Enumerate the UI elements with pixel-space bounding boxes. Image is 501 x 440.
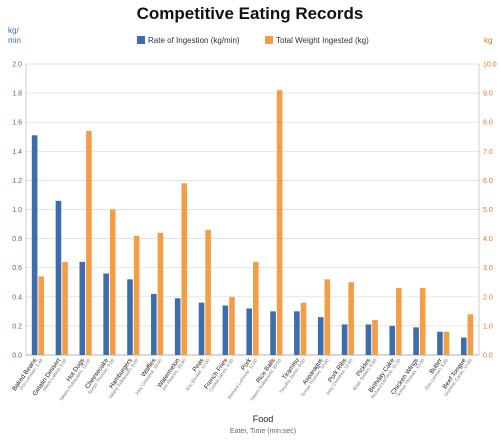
bar-weight: [157, 232, 164, 355]
bar-weight: [324, 279, 331, 355]
axis-ticks: 0.0 0.0 0.2 1.0 0.4 2.0 0.6 3.0 0.8 4.0 1.0 5.0 1.2 6…: [12, 62, 496, 360]
left-tick-label: 1.0: [12, 207, 22, 214]
bar-rate: [437, 331, 443, 355]
bar-rate: [222, 305, 229, 355]
bar-weight: [38, 276, 45, 355]
bar-weight: [372, 320, 378, 355]
bar-rate: [198, 302, 205, 355]
right-tick-label: 8.0: [483, 120, 493, 127]
bar-weight: [229, 296, 235, 355]
bars: [31, 90, 474, 355]
left-tick-label: 0.0: [12, 353, 22, 360]
bar-weight: [109, 209, 116, 355]
right-tick-label: 10.0: [483, 62, 497, 69]
x-axis-subtitle: Eater, Time (min:sec): [230, 428, 296, 435]
bar-weight: [467, 314, 474, 355]
bar-rate: [31, 135, 38, 355]
bar-weight: [253, 261, 259, 355]
bar-rate: [127, 279, 133, 355]
bar-rate: [294, 311, 300, 355]
right-tick-label: 3.0: [483, 265, 493, 272]
bar-weight: [86, 130, 92, 355]
bar-weight: [62, 261, 68, 355]
bar-weight: [396, 288, 402, 355]
bar-rate: [55, 200, 62, 355]
legend-label-rate: Rate of Ingestion (kg/min): [148, 36, 240, 45]
left-axis-unit-line2: min: [8, 36, 21, 45]
bar-rate: [389, 325, 396, 355]
x-axis-title: Food: [253, 414, 274, 424]
bar-weight: [133, 235, 140, 355]
left-tick-label: 1.4: [12, 149, 22, 156]
left-tick-label: 0.6: [12, 265, 22, 272]
bar-rate: [341, 324, 348, 355]
left-tick-label: 0.8: [12, 236, 22, 243]
bar-rate: [246, 308, 252, 355]
bar-weight: [181, 183, 188, 355]
left-tick-label: 2.0: [12, 62, 22, 69]
bar-weight: [443, 331, 450, 355]
left-tick-label: 1.6: [12, 120, 22, 127]
legend-swatch-rate: [137, 36, 145, 44]
chart-title: Competitive Eating Records: [137, 4, 364, 23]
bar-weight: [276, 90, 283, 355]
right-tick-label: 2.0: [483, 294, 493, 301]
left-tick-label: 0.4: [12, 294, 22, 301]
right-tick-label: 4.0: [483, 236, 493, 243]
grid: [25, 63, 480, 356]
legend: Rate of Ingestion (kg/min) Total Weight …: [137, 36, 369, 45]
bar-rate: [103, 273, 109, 355]
right-tick-label: 1.0: [483, 323, 493, 330]
bar-rate: [79, 261, 86, 355]
left-tick-label: 1.2: [12, 178, 22, 185]
legend-label-weight: Total Weight Ingested (kg): [276, 36, 369, 45]
bar-rate: [365, 324, 372, 355]
bar-rate: [317, 317, 324, 355]
left-axis-unit-line1: kg/: [8, 26, 19, 35]
legend-swatch-weight: [265, 36, 273, 44]
bar-rate: [270, 311, 276, 355]
right-tick-label: 0.0: [483, 353, 493, 360]
right-axis-unit: kg: [484, 36, 492, 45]
right-tick-label: 9.0: [483, 91, 493, 98]
bar-weight: [300, 302, 307, 355]
bar-rate: [413, 327, 419, 355]
right-tick-label: 6.0: [483, 178, 493, 185]
bar-rate: [151, 293, 157, 355]
bar-weight: [205, 229, 211, 355]
bar-rate: [460, 337, 467, 355]
right-tick-label: 5.0: [483, 207, 493, 214]
bar-weight: [348, 282, 354, 355]
left-tick-label: 0.2: [12, 323, 22, 330]
left-tick-label: 1.8: [12, 91, 22, 98]
right-tick-label: 7.0: [483, 149, 493, 156]
bar-rate: [174, 298, 181, 355]
bar-weight: [419, 288, 426, 355]
